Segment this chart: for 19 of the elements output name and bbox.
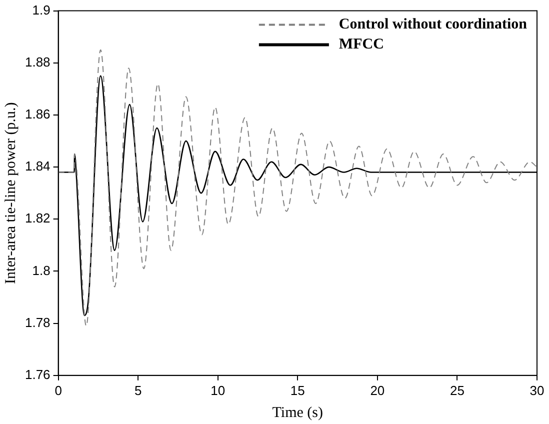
legend-label: Control without coordination [338, 16, 528, 33]
y-tick-label: 1.78 [24, 314, 50, 330]
legend-label: MFCC [338, 36, 384, 53]
y-tick-label: 1.84 [24, 158, 50, 174]
y-tick-label: 1.76 [24, 366, 50, 382]
x-tick-label: 20 [370, 382, 385, 398]
y-tick-label: 1.88 [24, 54, 50, 70]
y-tick-label: 1.82 [24, 210, 50, 226]
y-tick-label: 1.8 [32, 262, 50, 278]
y-tick-label: 1.86 [24, 106, 50, 122]
x-tick-label: 15 [290, 382, 305, 398]
x-tick-label: 25 [450, 382, 464, 398]
x-axis-title: Time (s) [272, 404, 324, 421]
x-tick-label: 0 [54, 382, 62, 398]
x-tick-label: 5 [134, 382, 142, 398]
y-axis-title: Inter-area tie-line power (p.u.) [2, 102, 19, 284]
x-tick-label: 30 [530, 382, 544, 398]
x-tick-label: 10 [210, 382, 226, 398]
y-tick-label: 1.9 [32, 2, 50, 18]
